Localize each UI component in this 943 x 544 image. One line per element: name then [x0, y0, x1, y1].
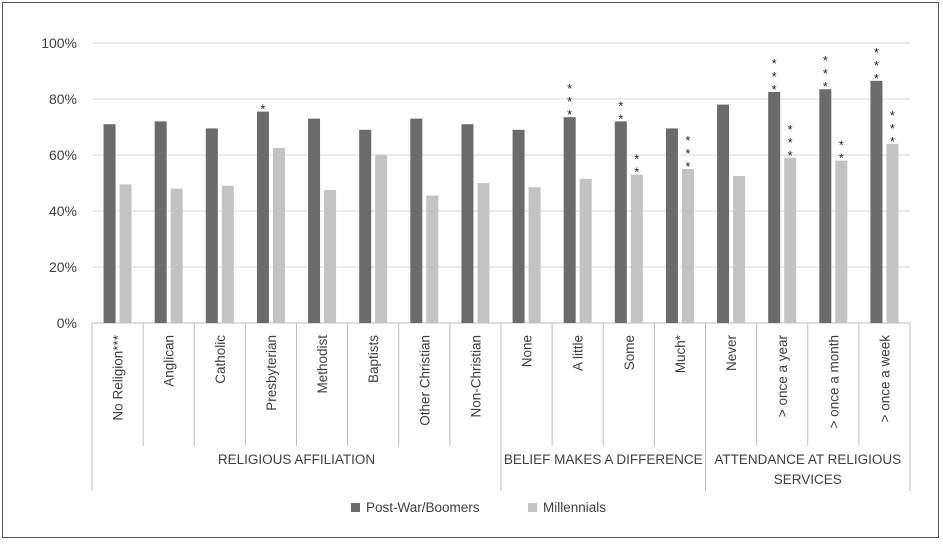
- significance-star: *: [788, 148, 793, 163]
- x-axis-groups: RELIGIOUS AFFILIATION BELIEF MAKES A DIFF…: [91, 323, 911, 491]
- bar-millennials: [528, 187, 541, 323]
- significance-star: *: [618, 98, 623, 113]
- significance-star: *: [567, 81, 572, 96]
- significance-star: *: [260, 102, 265, 117]
- significance-star: *: [685, 159, 690, 174]
- bar-millennials: [630, 174, 643, 323]
- category-label: Anglican: [162, 335, 177, 387]
- bar-millennials: [375, 155, 388, 323]
- significance-star: *: [823, 79, 828, 94]
- bar-boomers: [103, 124, 116, 323]
- significance-star: *: [567, 107, 572, 122]
- bar-boomers: [308, 118, 321, 323]
- significance-star: *: [874, 58, 879, 73]
- bar-boomers: [154, 121, 167, 324]
- group-label-line2: SERVICES: [774, 472, 842, 487]
- bar-boomers: [410, 118, 423, 323]
- bar-boomers: [870, 80, 883, 323]
- bar-millennials: [324, 190, 337, 323]
- category-label: > once a year: [775, 335, 790, 418]
- bar-boomers: [819, 89, 832, 323]
- legend-label-boomers: Post-War/Boomers: [366, 500, 480, 515]
- legend-label-millennials: Millennials: [543, 500, 606, 515]
- category-label: Baptists: [366, 335, 381, 383]
- group-label: ATTENDANCE AT RELIGIOUS: [714, 452, 901, 467]
- significance-star: *: [874, 45, 879, 60]
- bar-boomers: [461, 124, 474, 323]
- category-label: Much*: [673, 334, 688, 373]
- bar-millennials: [835, 160, 848, 323]
- bar-millennials: [477, 183, 490, 323]
- y-tick-label: 0%: [57, 315, 77, 331]
- bars: [103, 80, 899, 324]
- significance-star: *: [772, 69, 777, 84]
- significance-star: *: [634, 152, 639, 167]
- bar-boomers: [359, 129, 372, 323]
- category-label: Catholic: [213, 335, 228, 384]
- category-label: Presbyterian: [264, 335, 279, 411]
- category-label: Methodist: [315, 335, 330, 394]
- significance-star: *: [890, 134, 895, 149]
- bar-millennials: [119, 184, 132, 323]
- bar-millennials: [221, 185, 234, 323]
- significance-star: *: [788, 122, 793, 137]
- significance-star: *: [839, 138, 844, 153]
- bar-boomers: [512, 129, 525, 323]
- y-tick-label: 40%: [49, 203, 77, 219]
- significance-markers: ****************************: [260, 45, 895, 180]
- significance-star: *: [685, 133, 690, 148]
- bar-millennials: [681, 169, 694, 323]
- category-label: > once a week: [877, 335, 892, 423]
- category-label: None: [520, 335, 535, 367]
- category-label: Never: [724, 335, 739, 372]
- bar-boomers: [717, 104, 730, 323]
- bar-millennials: [733, 176, 746, 323]
- category-label: A little: [571, 335, 586, 371]
- bar-chart: 0%20%40%60%80%100% *********************…: [41, 35, 911, 515]
- legend-swatch-boomers: [351, 503, 360, 512]
- bar-boomers: [768, 92, 781, 323]
- x-axis-categories: No Religion*** Anglican Catholic Presbyteri…: [111, 334, 893, 428]
- significance-star: *: [772, 56, 777, 71]
- group-label: RELIGIOUS AFFILIATION: [218, 452, 375, 467]
- significance-star: *: [890, 121, 895, 136]
- category-label: No Religion***: [111, 334, 126, 420]
- significance-star: *: [618, 111, 623, 126]
- category-label: Some: [622, 335, 637, 370]
- group-label: BELIEF MAKES A DIFFERENCE: [504, 452, 703, 467]
- significance-star: *: [874, 71, 879, 86]
- significance-star: *: [685, 146, 690, 161]
- y-axis-ticks: 0% 20% 40% 60% 80% 100%: [41, 35, 77, 331]
- y-tick-label: 80%: [49, 91, 77, 107]
- y-tick-label: 20%: [49, 259, 77, 275]
- bar-millennials: [170, 188, 183, 323]
- bar-millennials: [272, 148, 285, 323]
- category-label: Non-Christian: [468, 335, 483, 418]
- bar-millennials: [886, 143, 899, 323]
- significance-star: *: [823, 66, 828, 81]
- bar-boomers: [614, 121, 627, 324]
- y-tick-label: 60%: [49, 147, 77, 163]
- bar-boomers: [665, 128, 678, 323]
- legend: Post-War/Boomers Millennials: [351, 500, 606, 515]
- significance-star: *: [772, 82, 777, 97]
- bar-boomers: [563, 117, 576, 323]
- significance-star: *: [567, 94, 572, 109]
- significance-star: *: [634, 165, 639, 180]
- bar-boomers: [256, 111, 269, 323]
- bar-millennials: [579, 178, 592, 323]
- bar-millennials: [426, 195, 439, 323]
- significance-star: *: [839, 151, 844, 166]
- category-label: Other Christian: [417, 335, 432, 426]
- significance-star: *: [823, 53, 828, 68]
- bar-millennials: [784, 157, 797, 323]
- bar-boomers: [205, 128, 218, 323]
- significance-star: *: [788, 135, 793, 150]
- legend-swatch-millennials: [528, 503, 537, 512]
- y-tick-label: 100%: [41, 35, 77, 51]
- chart-frame: 0% 20% 40% 60% 80% 100% * * * * * * * * * * * * * * * * * * * * *…: [2, 2, 939, 538]
- category-label: > once a month: [826, 335, 841, 428]
- significance-star: *: [890, 108, 895, 123]
